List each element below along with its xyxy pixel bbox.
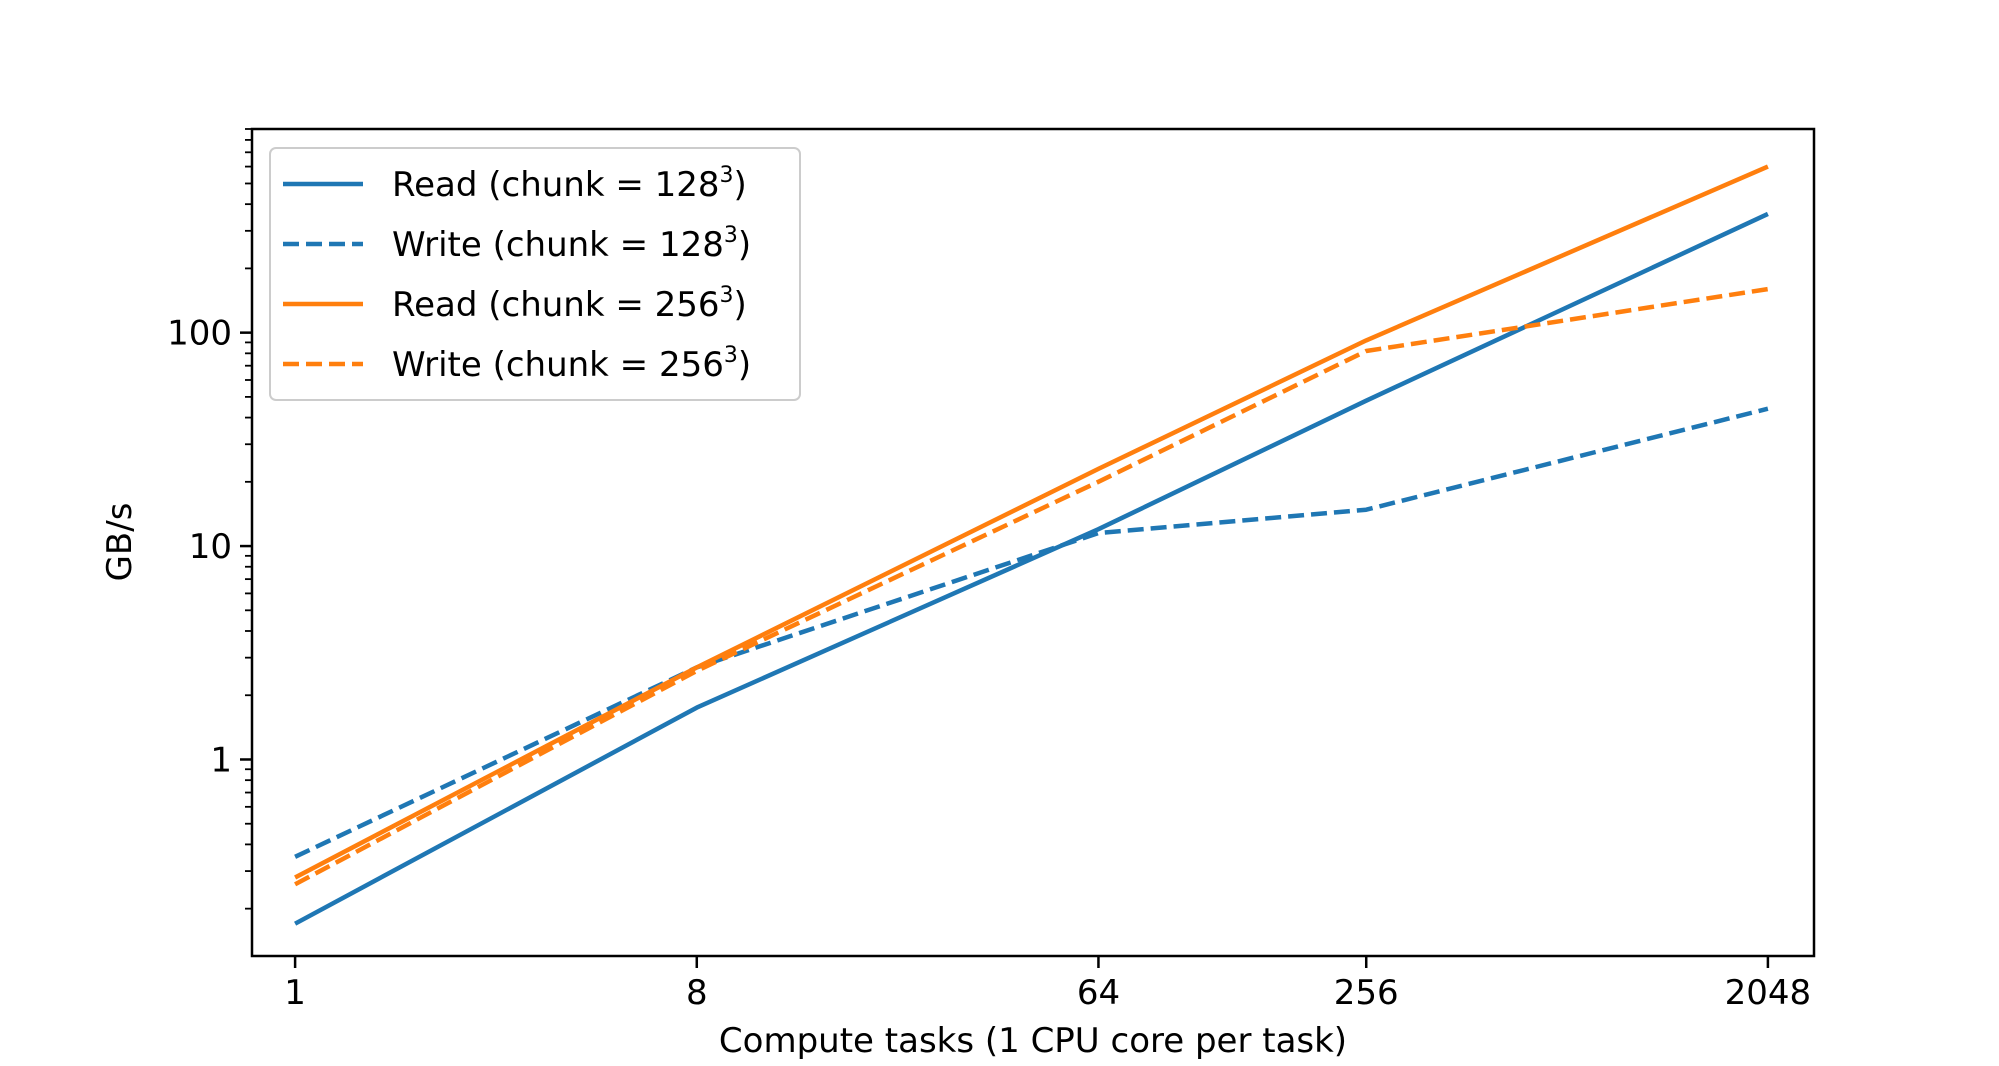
series-line [294, 211, 1769, 926]
y-tick-label: 100 [167, 314, 232, 354]
legend-label: Read (chunk = 1283) [392, 163, 747, 205]
y-tick-label: 10 [189, 527, 232, 567]
x-tick-label: 8 [686, 973, 708, 1013]
legend-box [269, 147, 801, 401]
x-tick-label: 1 [284, 973, 306, 1013]
legend-label: Write (chunk = 1283) [392, 223, 751, 265]
y-axis-label: GB/s [100, 503, 140, 582]
x-tick-label: 64 [1077, 973, 1120, 1013]
x-axis-label: Compute tasks (1 CPU core per task) [719, 1021, 1347, 1061]
y-axis: 1 10 100 [167, 128, 252, 910]
legend: Read (chunk = 1283) Write (chunk = 1283) R… [269, 147, 801, 401]
legend-label: Write (chunk = 2563) [392, 343, 751, 385]
series-line [294, 406, 1769, 859]
y-tick-label: 1 [210, 740, 232, 780]
x-tick-label: 2048 [1725, 973, 1812, 1013]
x-tick-label: 256 [1334, 973, 1399, 1013]
legend-label: Read (chunk = 2563) [392, 283, 747, 325]
series-line [294, 164, 1769, 880]
plot-lines [294, 164, 1769, 926]
plot-frame [250, 127, 1816, 958]
x-axis: 1 8 64 256 2048 [284, 956, 1811, 1013]
series-line [294, 286, 1769, 887]
